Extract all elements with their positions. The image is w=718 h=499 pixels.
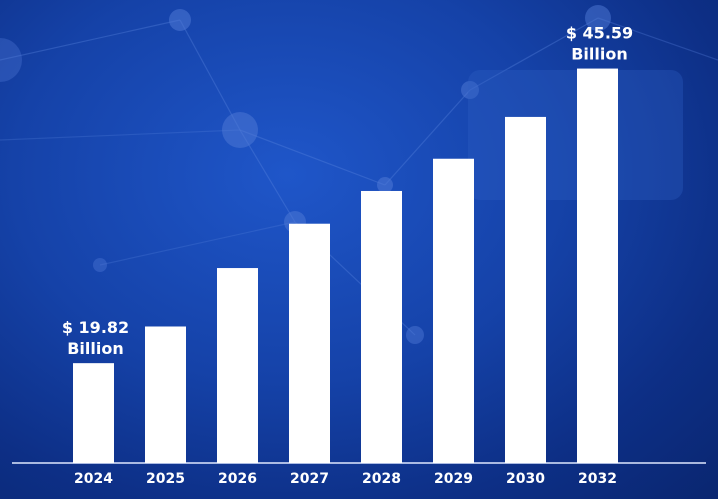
bar-2029	[433, 158, 474, 464]
data-labels: $ 19.82 Billion $ 45.59 Billion	[62, 24, 633, 359]
x-tick-label: 2028	[362, 471, 401, 487]
x-tick-label: 2029	[434, 471, 473, 487]
x-tick-label: 2024	[74, 471, 113, 487]
bar-2025	[145, 326, 186, 463]
x-tick-label: 2027	[290, 471, 329, 487]
x-tick-label: 2025	[146, 471, 185, 487]
bar-group	[73, 68, 618, 464]
bar-2032	[577, 68, 618, 463]
bar-2028	[361, 190, 402, 463]
bar-2024	[73, 363, 114, 463]
x-tick-label: 2030	[506, 471, 545, 487]
bar-2026	[217, 268, 258, 463]
bar-2030	[505, 116, 546, 463]
x-tick-label: 2032	[578, 471, 617, 487]
data-label-unit: Billion	[67, 339, 124, 358]
bar-2027	[289, 223, 330, 463]
data-label-unit: Billion	[571, 45, 628, 64]
x-tick-labels: 2024 2025 2026 2027 2028 2029 2030 2032	[74, 471, 617, 487]
data-label-value: $ 19.82	[62, 318, 129, 337]
x-tick-label: 2026	[218, 471, 257, 487]
data-label-value: $ 45.59	[566, 24, 633, 43]
